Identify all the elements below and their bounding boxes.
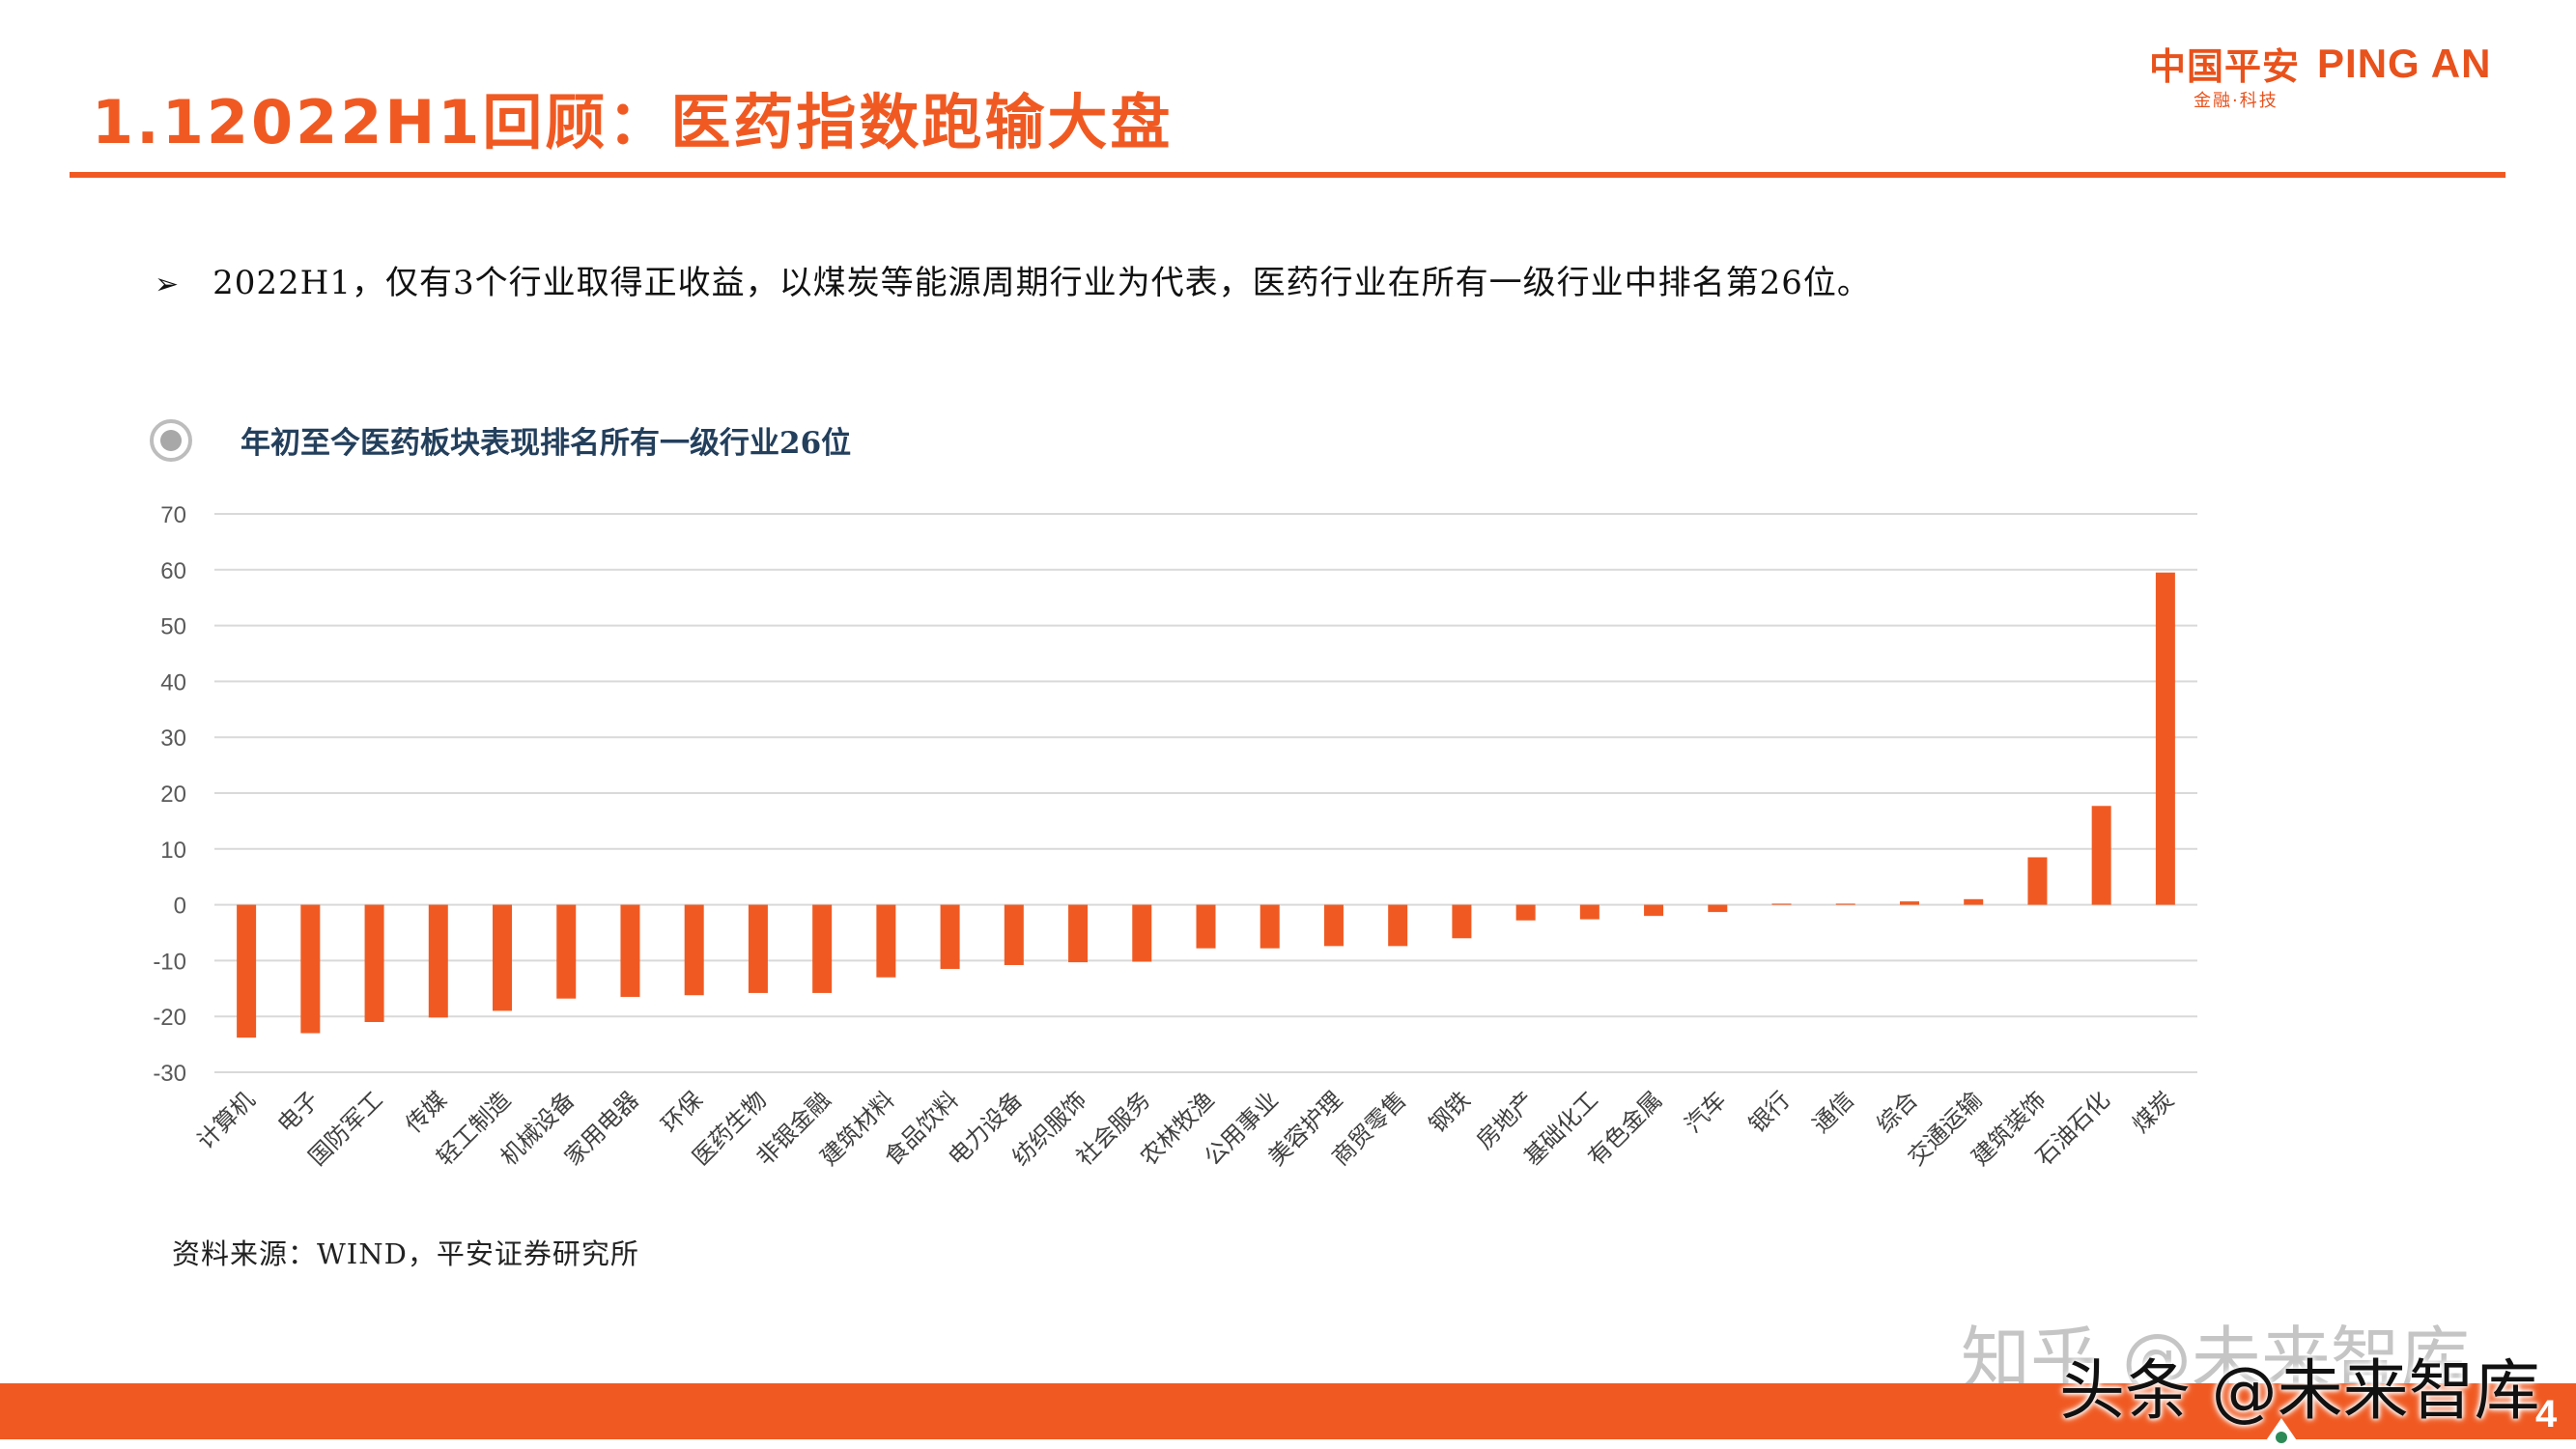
- bar: [940, 904, 960, 970]
- bar: [1388, 904, 1408, 947]
- footer-notch-dot: [2276, 1432, 2287, 1443]
- arrow-bullet-icon: ➢: [155, 268, 181, 301]
- source-note: 资料来源：WIND，平安证券研究所: [172, 1237, 639, 1270]
- bar: [812, 904, 833, 993]
- footer-band: [0, 1383, 2576, 1439]
- x-tick-label: 电子: [272, 1086, 325, 1138]
- y-tick-label: -20: [153, 1005, 186, 1031]
- bar: [620, 904, 640, 997]
- page-number: 4: [2535, 1393, 2558, 1435]
- logo-english-text: PING AN: [2317, 40, 2492, 86]
- bar: [493, 904, 513, 1011]
- bar: [364, 904, 384, 1022]
- y-tick-label: 20: [160, 781, 186, 808]
- radio-circle-icon: [150, 418, 192, 462]
- y-tick-label: 10: [160, 838, 186, 864]
- bar: [1899, 901, 1919, 905]
- bar: [1260, 904, 1280, 949]
- toutiao-watermark: 头条 @未来智库: [2059, 1353, 2540, 1430]
- bar: [1515, 904, 1536, 921]
- y-tick-label: -30: [153, 1061, 186, 1087]
- bar: [1196, 904, 1216, 949]
- bar: [2027, 857, 2048, 905]
- x-tick-label: 通信: [1807, 1086, 1859, 1138]
- bar: [684, 904, 704, 996]
- bar: [748, 904, 768, 993]
- ping-an-logo: 中国平安 PING AN 金融·科技: [2149, 37, 2545, 114]
- bar: [1771, 903, 1792, 905]
- bar: [876, 904, 896, 978]
- bar: [2155, 572, 2175, 905]
- chart-header: 年初至今医药板块表现排名所有一级行业26位: [150, 418, 851, 462]
- x-tick-label: 综合: [1871, 1086, 1923, 1138]
- bar: [1323, 904, 1344, 947]
- y-tick-label: 0: [174, 894, 186, 920]
- y-tick-label: 60: [160, 558, 186, 584]
- bar: [556, 904, 577, 999]
- bar: [1068, 904, 1089, 963]
- x-tick-label: 汽车: [1680, 1086, 1732, 1138]
- title-divider: [70, 172, 2505, 178]
- bar: [428, 904, 448, 1018]
- bar: [237, 904, 257, 1038]
- bar: [1132, 904, 1152, 962]
- bar: [1708, 904, 1728, 913]
- x-tick-label: 钢铁: [1424, 1086, 1476, 1138]
- y-tick-label: 40: [160, 669, 186, 696]
- bar: [1964, 898, 1984, 905]
- x-tick-label: 计算机: [192, 1086, 261, 1154]
- footer-bottom-strip: [0, 1439, 2576, 1449]
- logo-tagline: 金融·科技: [2194, 91, 2279, 111]
- bar: [1835, 903, 1855, 905]
- bullet-text: 2022H1，仅有3个行业取得正收益，以煤炭等能源周期行业为代表，医药行业在所有…: [212, 264, 1871, 302]
- slide-title: 1.12022H1回顾：医药指数跑输大盘: [92, 87, 1174, 157]
- y-tick-label: 50: [160, 614, 186, 640]
- y-tick-label: 70: [160, 502, 186, 528]
- bar: [2091, 806, 2111, 905]
- x-tick-label: 银行: [1743, 1086, 1796, 1138]
- logo-chinese-text: 中国平安: [2149, 45, 2301, 88]
- y-tick-label: 30: [160, 725, 186, 752]
- bullet-point: ➢ 2022H1，仅有3个行业取得正收益，以煤炭等能源周期行业为代表，医药行业在所…: [155, 256, 1871, 303]
- bar: [1452, 904, 1472, 939]
- x-tick-label: 传媒: [400, 1086, 452, 1138]
- y-tick-label: -10: [153, 949, 186, 975]
- bar: [300, 904, 321, 1034]
- bar: [1579, 904, 1599, 920]
- x-tick-label: 环保: [656, 1086, 708, 1138]
- chart-title: 年初至今医药板块表现排名所有一级行业26位: [241, 426, 852, 461]
- bar: [1644, 904, 1664, 917]
- x-tick-label: 煤炭: [2127, 1086, 2179, 1138]
- bar: [1004, 904, 1024, 966]
